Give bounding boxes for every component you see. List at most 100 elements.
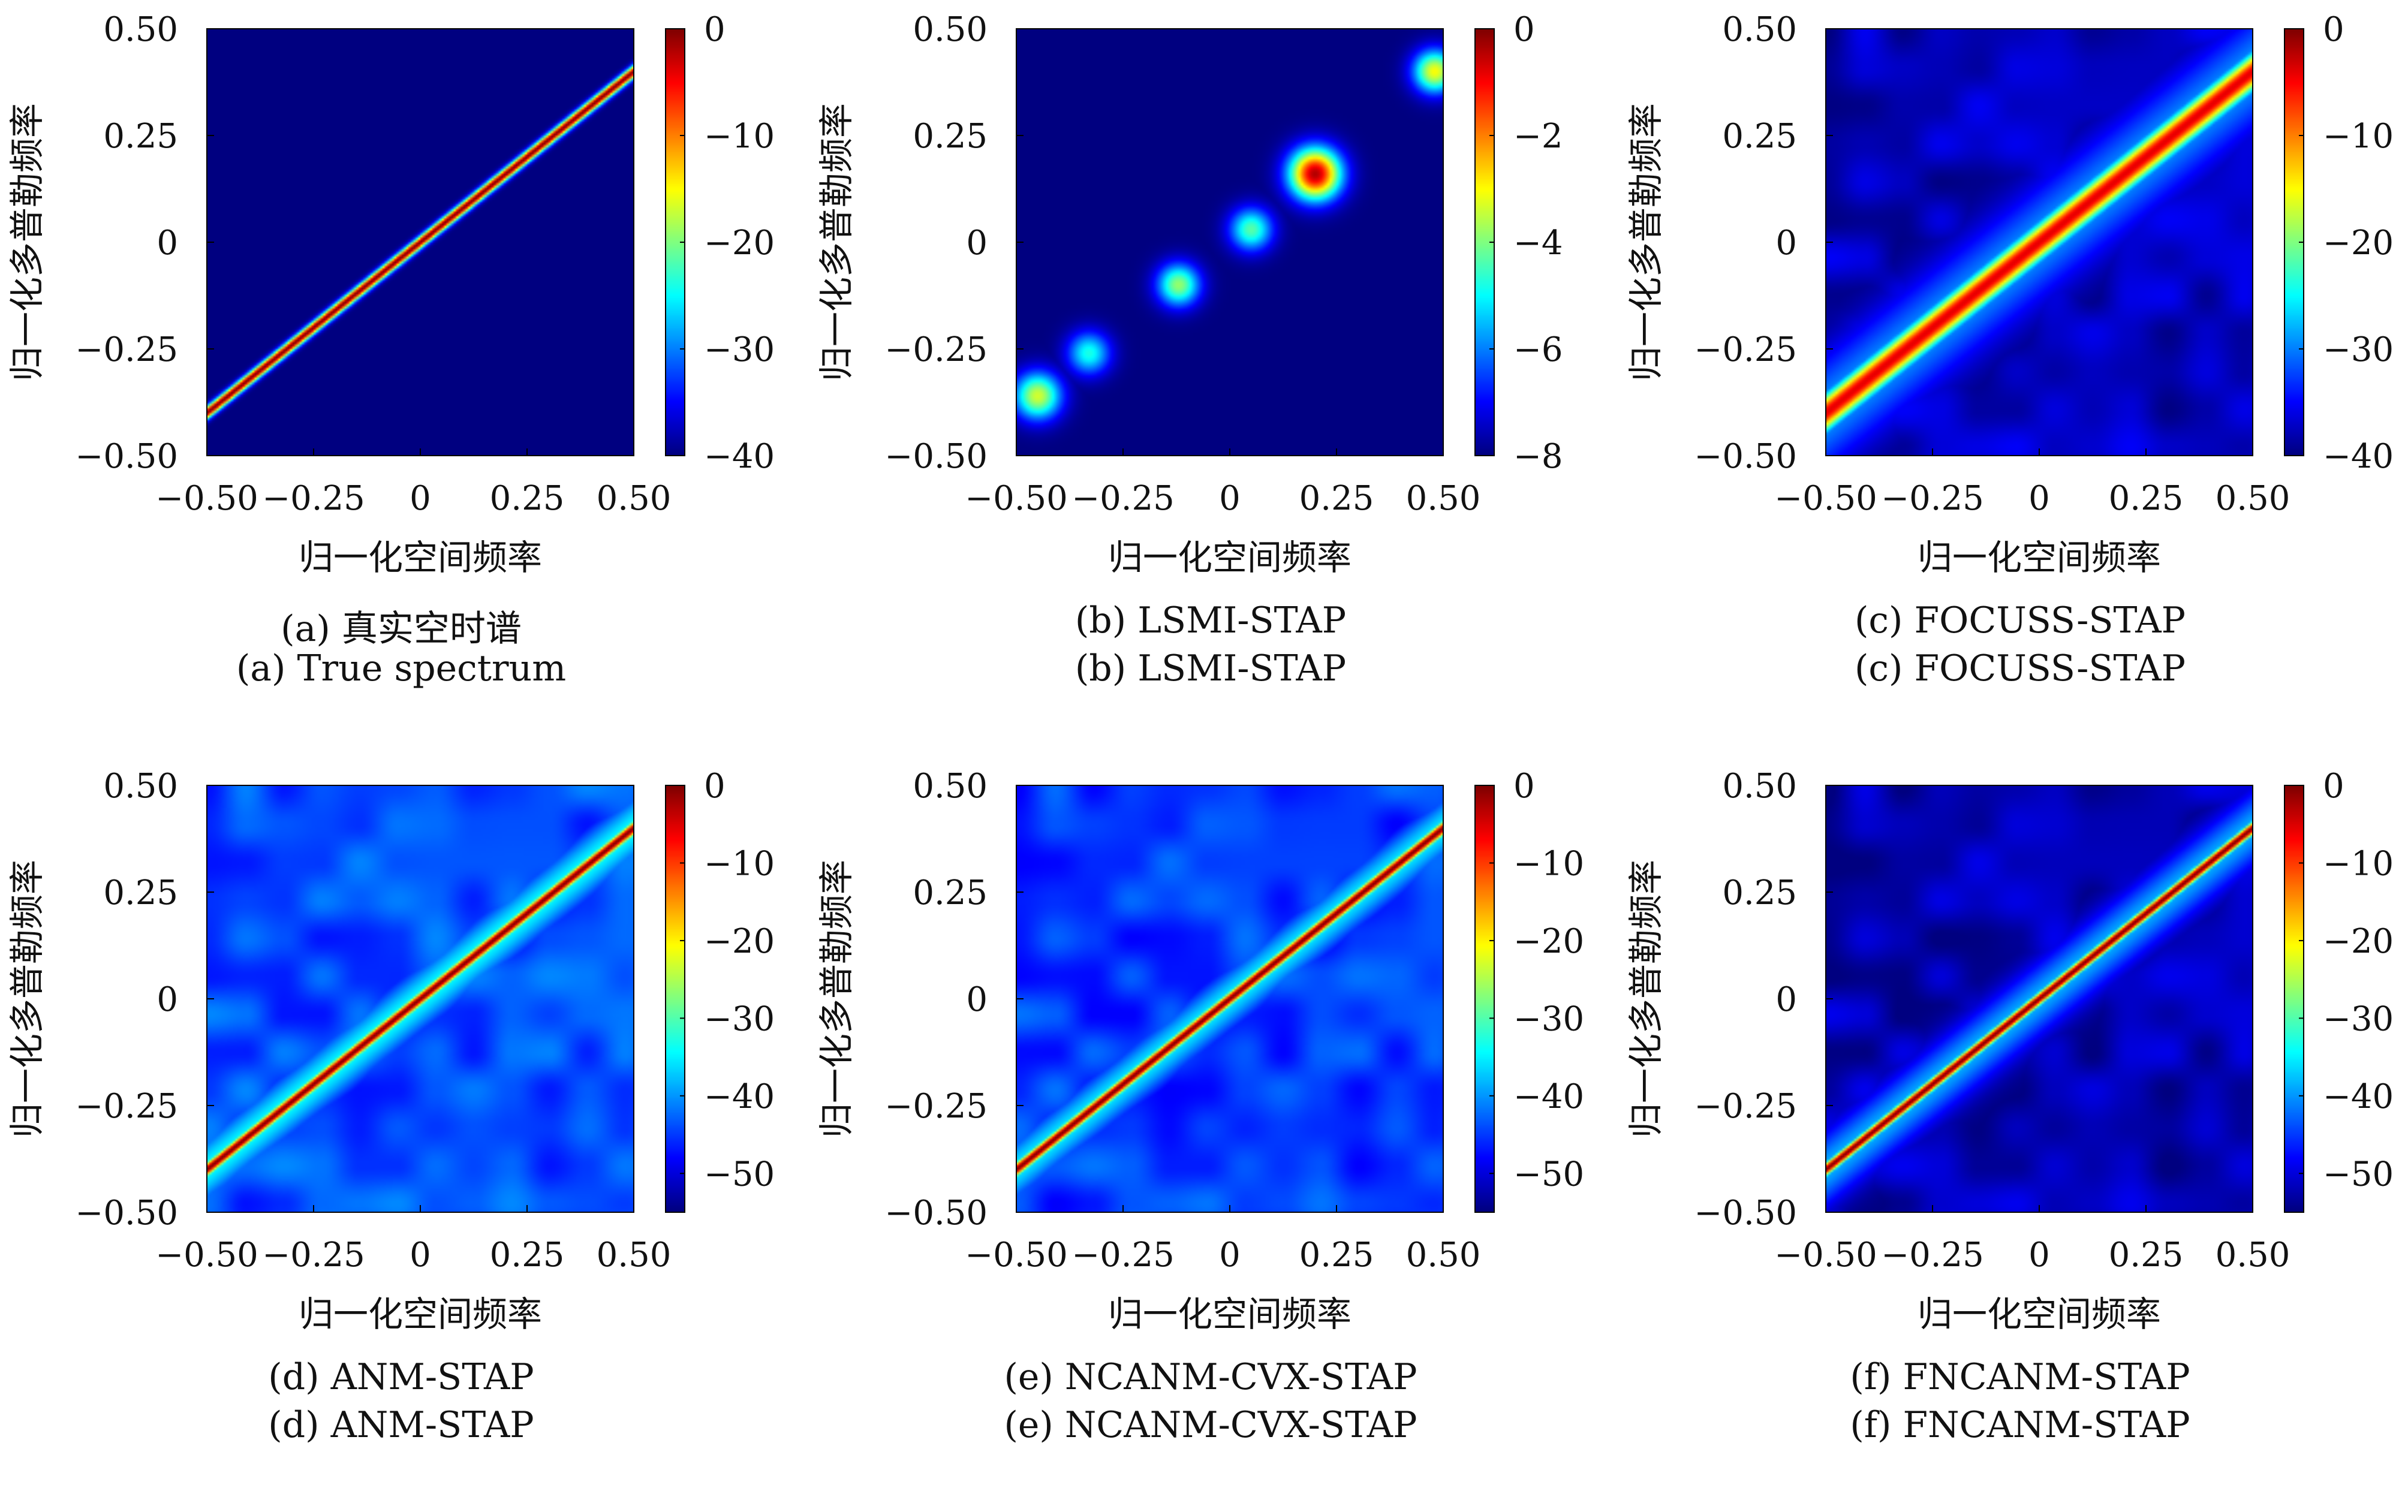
chart-panel-d: −0.50 −0.25 0 0.25 0.50 −0.50 −0.25 0 0.25 0.50 归一… — [0, 757, 802, 1512]
chart-panel-f: −0.50 −0.25 0 0.25 0.50 −0.50 −0.25 0 0.25 0.50 归一… — [1619, 757, 2408, 1512]
y-tick-label: 0.25 — [103, 117, 178, 156]
colorbar-tick-label: −30 — [2323, 999, 2394, 1038]
x-tick-label: 0.25 — [2109, 479, 2184, 518]
x-tick-label: 0 — [410, 479, 431, 518]
colorbar-tick-label: −50 — [704, 1155, 775, 1194]
x-tick-label: 0.25 — [490, 1236, 565, 1275]
y-tick-label: 0.25 — [103, 874, 178, 912]
x-tick-label: −0.25 — [1881, 1236, 1984, 1275]
y-tick-label: −0.25 — [75, 330, 178, 369]
colorbar-tick-label: 0 — [704, 767, 726, 806]
caption-line-1: (c) FOCUSS-STAP — [1855, 600, 2186, 641]
y-tick-label: −0.50 — [1694, 1194, 1797, 1233]
chart-panel-a: −0.50 −0.25 0 0.25 0.50 −0.50 −0.25 0 0.25 0.50 归一… — [0, 0, 802, 755]
x-tick-label: −0.50 — [965, 1236, 1068, 1275]
y-tick-label: −0.50 — [75, 437, 178, 476]
y-tick-label: 0.50 — [103, 767, 178, 806]
colorbar-tick-label: −30 — [704, 999, 775, 1038]
y-tick-label: 0.50 — [913, 10, 988, 49]
y-tick-label: 0 — [156, 980, 178, 1019]
x-tick-label: −0.25 — [262, 1236, 365, 1275]
colorbar-tick-label: 0 — [2323, 767, 2344, 806]
caption-line-2: (c) FOCUSS-STAP — [1855, 647, 2186, 689]
colorbar-tick-label: −6 — [1513, 330, 1563, 369]
colorbar-tick-label: −20 — [1513, 922, 1584, 961]
x-tick-label: 0.25 — [1299, 479, 1374, 518]
colorbar-tick-label: −50 — [2323, 1155, 2394, 1194]
x-axis-label: 归一化空间频率 — [1918, 1294, 2161, 1335]
heatmap-image — [207, 29, 634, 456]
y-tick-label: −0.25 — [884, 330, 988, 369]
x-axis-label: 归一化空间频率 — [299, 1294, 542, 1335]
colorbar-tick-label: −20 — [704, 224, 775, 263]
x-tick-label: −0.50 — [1774, 479, 1877, 518]
y-tick-label: 0.50 — [1722, 10, 1797, 49]
x-axis-label: 归一化空间频率 — [1918, 537, 2161, 578]
heatmap-image — [1826, 785, 2253, 1212]
caption-line-2: (f) FNCANM-STAP — [1850, 1404, 2190, 1446]
colorbar-tick-label: −8 — [1513, 437, 1563, 476]
y-tick-label: −0.25 — [1694, 1087, 1797, 1126]
y-tick-label: 0.50 — [103, 10, 178, 49]
x-tick-label: 0.25 — [1299, 1236, 1374, 1275]
x-tick-label: 0.50 — [597, 1236, 672, 1275]
y-tick-label: 0 — [966, 980, 988, 1019]
colorbar-tick-label: 0 — [1513, 10, 1535, 49]
figure-grid: −0.50 −0.25 0 0.25 0.50 −0.50 −0.25 0 0.25 0.50 归一… — [0, 0, 2394, 1446]
y-tick-label: −0.50 — [884, 437, 988, 476]
colorbar-tick-label: −10 — [1513, 844, 1584, 883]
x-tick-label: 0 — [1219, 1236, 1241, 1275]
colorbar-frame — [2284, 785, 2304, 1213]
caption-line-2: (e) NCANM-CVX-STAP — [1004, 1404, 1417, 1446]
caption-line-2: (b) LSMI-STAP — [1074, 647, 1347, 689]
caption-line-2: (a) True spectrum — [236, 647, 567, 689]
x-tick-label: 0.50 — [2216, 1236, 2290, 1275]
heatmap-image — [1016, 785, 1443, 1212]
x-tick-label: −0.50 — [155, 1236, 258, 1275]
y-tick-label: −0.25 — [75, 1087, 178, 1126]
colorbar-tick-label: −2 — [1513, 117, 1563, 156]
y-tick-label: 0.50 — [913, 767, 988, 806]
x-tick-label: 0 — [2028, 1236, 2050, 1275]
x-tick-label: −0.25 — [1881, 479, 1984, 518]
colorbar-tick-label: 0 — [1513, 767, 1535, 806]
y-axis-label: 归一化多普勒频率 — [7, 103, 47, 381]
colorbar-tick-label: −40 — [1513, 1077, 1584, 1116]
colorbar-tick-label: −10 — [704, 117, 775, 156]
colorbar-tick-label: −20 — [2323, 922, 2394, 961]
colorbar-tick-label: −40 — [2323, 1077, 2394, 1116]
caption-line-1: (f) FNCANM-STAP — [1850, 1356, 2190, 1398]
x-tick-label: 0 — [2028, 479, 2050, 518]
colorbar-tick-label: 0 — [2323, 10, 2344, 49]
y-tick-label: 0 — [1775, 980, 1797, 1019]
chart-svg-f: −0.50 −0.25 0 0.25 0.50−0.50−0.2500.250.50归一… — [1626, 767, 2394, 1335]
y-tick-label: −0.25 — [1694, 330, 1797, 369]
caption-line-1: (a) 真实空时谱 — [281, 608, 522, 650]
colorbar-tick-label: −40 — [704, 1077, 775, 1116]
colorbar-tick-label: 0 — [704, 10, 726, 49]
colorbar-tick-label: −30 — [2323, 330, 2394, 369]
colorbar-tick-label: −10 — [2323, 844, 2394, 883]
x-tick-label: 0.50 — [597, 479, 672, 518]
x-tick-label: 0.25 — [490, 479, 565, 518]
y-tick-label: 0 — [966, 224, 988, 263]
colorbar-tick-label: −4 — [1513, 224, 1563, 263]
colorbar-tick-label: −20 — [704, 922, 775, 961]
y-tick-label: 0.50 — [1722, 767, 1797, 806]
colorbar-tick-label: −40 — [2323, 437, 2394, 476]
y-axis-label: 归一化多普勒频率 — [1626, 860, 1666, 1138]
chart-svg-d: −0.50 −0.25 0 0.25 0.50−0.50−0.2500.250.50归一… — [7, 767, 775, 1335]
y-tick-label: 0.25 — [913, 117, 988, 156]
x-tick-label: −0.25 — [1071, 1236, 1175, 1275]
x-tick-label: −0.50 — [155, 479, 258, 518]
y-tick-label: 0.25 — [1722, 874, 1797, 912]
colorbar-tick-label: −20 — [2323, 224, 2394, 263]
x-tick-label: 0.50 — [1406, 1236, 1481, 1275]
y-tick-label: 0.25 — [1722, 117, 1797, 156]
x-tick-label: −0.50 — [1774, 1236, 1877, 1275]
colorbar-tick-label: −30 — [1513, 999, 1584, 1038]
x-axis-label: 归一化空间频率 — [1108, 537, 1352, 578]
x-tick-label: 0 — [410, 1236, 431, 1275]
x-tick-label: −0.25 — [1071, 479, 1175, 518]
chart-svg-c: −0.50 −0.25 0 0.25 0.50−0.50−0.2500.250.50归一… — [1626, 10, 2394, 578]
